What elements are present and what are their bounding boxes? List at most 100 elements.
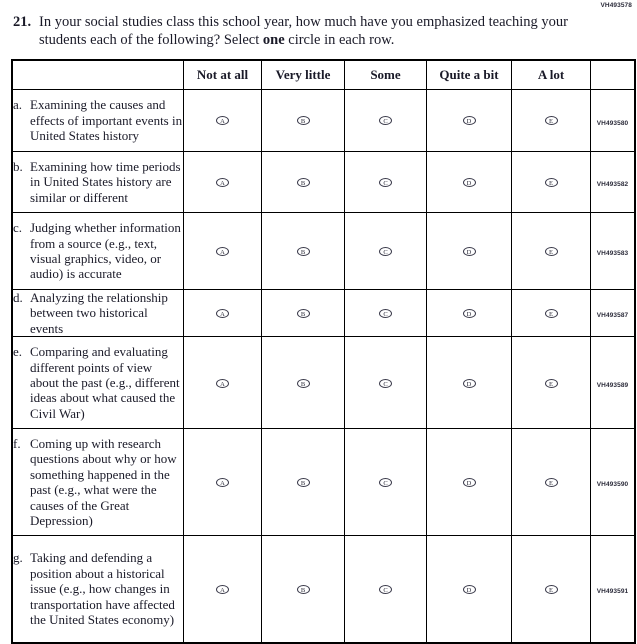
radio-bubble-d[interactable]: D	[462, 246, 476, 256]
radio-bubble-c[interactable]: C	[379, 246, 392, 256]
radio-bubble-c[interactable]: C	[379, 378, 392, 388]
row-item-id: VH493587	[596, 312, 629, 320]
option-cell-f-very-little[interactable]: B	[261, 428, 345, 537]
radio-bubble-b[interactable]: B	[296, 246, 310, 256]
option-cell-d-very-little[interactable]: B	[261, 288, 345, 338]
row-stem-g: g. Taking and defending a position about…	[11, 535, 184, 644]
option-cell-c-not-at-all[interactable]: A	[183, 212, 262, 290]
radio-bubble-e[interactable]: E	[544, 378, 558, 388]
radio-bubble-b[interactable]: B	[296, 177, 310, 187]
column-header-some: Some	[344, 59, 427, 90]
radio-bubble-e[interactable]: E	[544, 116, 558, 126]
question-text-emphasis: one	[262, 31, 285, 48]
option-cell-e-not-at-all[interactable]: A	[183, 336, 262, 430]
option-cell-e-some[interactable]: C	[344, 336, 427, 430]
row-item-id: VH493580	[596, 119, 629, 127]
option-cell-d-some[interactable]: C	[344, 288, 427, 338]
radio-bubble-d[interactable]: D	[462, 478, 476, 488]
option-cell-c-a-lot[interactable]: E	[511, 212, 591, 290]
radio-bubble-c[interactable]: C	[379, 584, 392, 594]
table-row: c. Judging whether information from a so…	[11, 212, 636, 290]
radio-bubble-c[interactable]: C	[379, 116, 392, 126]
row-item-id: VH493582	[596, 181, 629, 188]
radio-bubble-c[interactable]: C	[379, 177, 392, 187]
option-cell-d-a-lot[interactable]: E	[511, 288, 591, 338]
row-item-id-cell: VH493590	[590, 428, 636, 537]
radio-bubble-c[interactable]: C	[379, 478, 392, 488]
radio-bubble-a[interactable]: A	[216, 478, 229, 488]
radio-bubble-b[interactable]: B	[296, 584, 310, 594]
row-label: Judging whether information from a sourc…	[30, 220, 181, 282]
radio-bubble-d[interactable]: D	[462, 116, 476, 126]
row-label: Comparing and evaluating different point…	[30, 344, 180, 421]
option-cell-e-quite-a-bit[interactable]: D	[426, 336, 512, 430]
option-cell-a-quite-a-bit[interactable]: D	[426, 89, 512, 152]
radio-bubble-a[interactable]: A	[216, 378, 229, 388]
option-cell-e-very-little[interactable]: B	[261, 336, 345, 430]
radio-bubble-a[interactable]: A	[216, 308, 229, 318]
table-body: a. Examining the causes and effects of i…	[11, 89, 636, 644]
row-label: Examining how time periods in United Sta…	[30, 158, 181, 205]
radio-bubble-a[interactable]: A	[216, 177, 229, 187]
table-header: Not at all Very little Some Quite a bit …	[11, 59, 636, 90]
option-cell-b-a-lot[interactable]: E	[511, 151, 591, 213]
radio-bubble-c[interactable]: C	[379, 308, 392, 318]
option-cell-c-quite-a-bit[interactable]: D	[426, 212, 512, 290]
row-stem-a: a. Examining the causes and effects of i…	[11, 89, 184, 152]
radio-bubble-b[interactable]: B	[296, 116, 310, 126]
option-cell-f-some[interactable]: C	[344, 428, 427, 537]
option-cell-g-very-little[interactable]: B	[261, 535, 345, 644]
row-item-id-cell: VH493591	[590, 535, 636, 644]
column-header-very-little: Very little	[261, 59, 345, 90]
radio-bubble-a[interactable]: A	[216, 116, 229, 126]
radio-bubble-a[interactable]: A	[216, 246, 229, 256]
option-cell-f-a-lot[interactable]: E	[511, 428, 591, 537]
table-row: g. Taking and defending a position about…	[11, 535, 636, 644]
option-cell-a-some[interactable]: C	[344, 89, 427, 152]
option-cell-g-not-at-all[interactable]: A	[183, 535, 262, 644]
column-header-stem	[11, 59, 184, 90]
radio-bubble-d[interactable]: D	[462, 584, 476, 594]
row-letter: a.	[13, 97, 23, 113]
radio-bubble-d[interactable]: D	[462, 308, 476, 318]
row-item-id: VH493589	[596, 381, 629, 389]
option-cell-c-very-little[interactable]: B	[261, 212, 345, 290]
option-cell-f-quite-a-bit[interactable]: D	[426, 428, 512, 537]
radio-bubble-d[interactable]: D	[462, 177, 476, 187]
row-stem-b: b. Examining how time periods in United …	[11, 151, 184, 213]
row-item-id-cell: VH493589	[590, 336, 636, 430]
radio-bubble-e[interactable]: E	[544, 584, 558, 594]
option-cell-b-not-at-all[interactable]: A	[183, 151, 262, 213]
option-cell-g-a-lot[interactable]: E	[511, 535, 591, 644]
radio-bubble-b[interactable]: B	[296, 378, 310, 388]
radio-bubble-a[interactable]: A	[216, 584, 229, 594]
option-cell-a-a-lot[interactable]: E	[511, 89, 591, 152]
option-cell-a-very-little[interactable]: B	[261, 89, 345, 152]
row-letter: f.	[13, 436, 21, 451]
option-cell-b-some[interactable]: C	[344, 151, 427, 213]
row-label: Analyzing the relationship between two h…	[30, 290, 168, 336]
option-cell-g-some[interactable]: C	[344, 535, 427, 644]
option-cell-c-some[interactable]: C	[344, 212, 427, 290]
row-stem-d: d. Analyzing the relationship between tw…	[11, 288, 184, 338]
option-cell-f-not-at-all[interactable]: A	[183, 428, 262, 537]
option-cell-a-not-at-all[interactable]: A	[183, 89, 262, 152]
option-cell-b-very-little[interactable]: B	[261, 151, 345, 213]
radio-bubble-b[interactable]: B	[296, 308, 310, 318]
radio-bubble-e[interactable]: E	[544, 177, 558, 187]
radio-bubble-e[interactable]: E	[544, 308, 558, 318]
row-stem-c: c. Judging whether information from a so…	[11, 212, 184, 290]
radio-bubble-e[interactable]: E	[544, 478, 558, 488]
option-cell-b-quite-a-bit[interactable]: D	[426, 151, 512, 213]
radio-bubble-b[interactable]: B	[296, 478, 310, 488]
row-letter: d.	[13, 290, 23, 305]
row-stem-f: f. Coming up with research questions abo…	[11, 428, 184, 537]
radio-bubble-e[interactable]: E	[544, 246, 558, 256]
radio-bubble-d[interactable]: D	[462, 378, 476, 388]
option-cell-g-quite-a-bit[interactable]: D	[426, 535, 512, 644]
row-letter: c.	[13, 220, 23, 236]
option-cell-d-not-at-all[interactable]: A	[183, 288, 262, 338]
option-cell-e-a-lot[interactable]: E	[511, 336, 591, 430]
option-cell-d-quite-a-bit[interactable]: D	[426, 288, 512, 338]
table-header-row: Not at all Very little Some Quite a bit …	[11, 59, 636, 90]
